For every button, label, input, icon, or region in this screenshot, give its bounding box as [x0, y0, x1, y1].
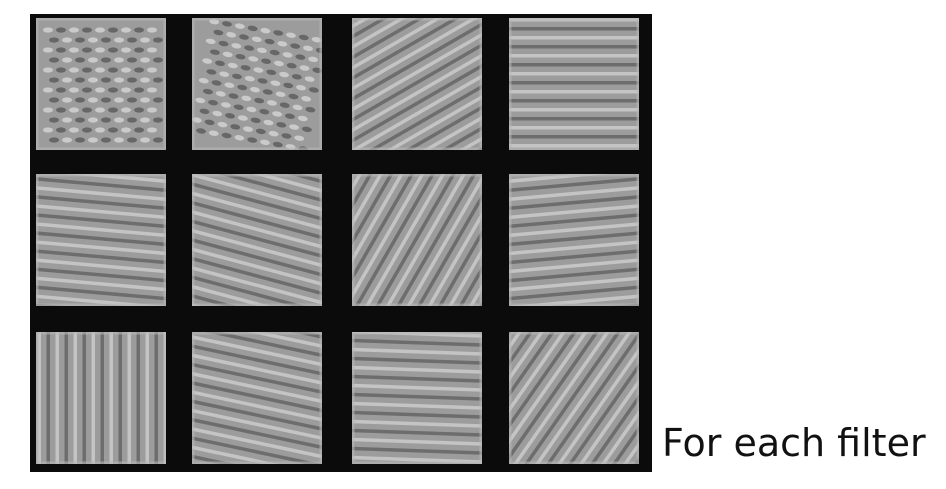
filter-8-tile [509, 174, 639, 306]
filter-1-tile [36, 18, 166, 150]
caption-text: For each filter [662, 421, 926, 465]
filter-10-tile [192, 332, 322, 464]
filter-5-tile [36, 174, 166, 306]
filter-6-tile [192, 174, 322, 306]
filter-9-tile [36, 332, 166, 464]
filter-11-tile [352, 332, 482, 464]
filter-12-tile [509, 332, 639, 464]
filter-visualization-grid [30, 14, 652, 472]
filter-2-tile [192, 18, 322, 150]
filter-7-tile [352, 174, 482, 306]
filter-3-tile [352, 18, 482, 150]
filter-4-tile [509, 18, 639, 150]
filter-grid-svg [36, 18, 639, 464]
